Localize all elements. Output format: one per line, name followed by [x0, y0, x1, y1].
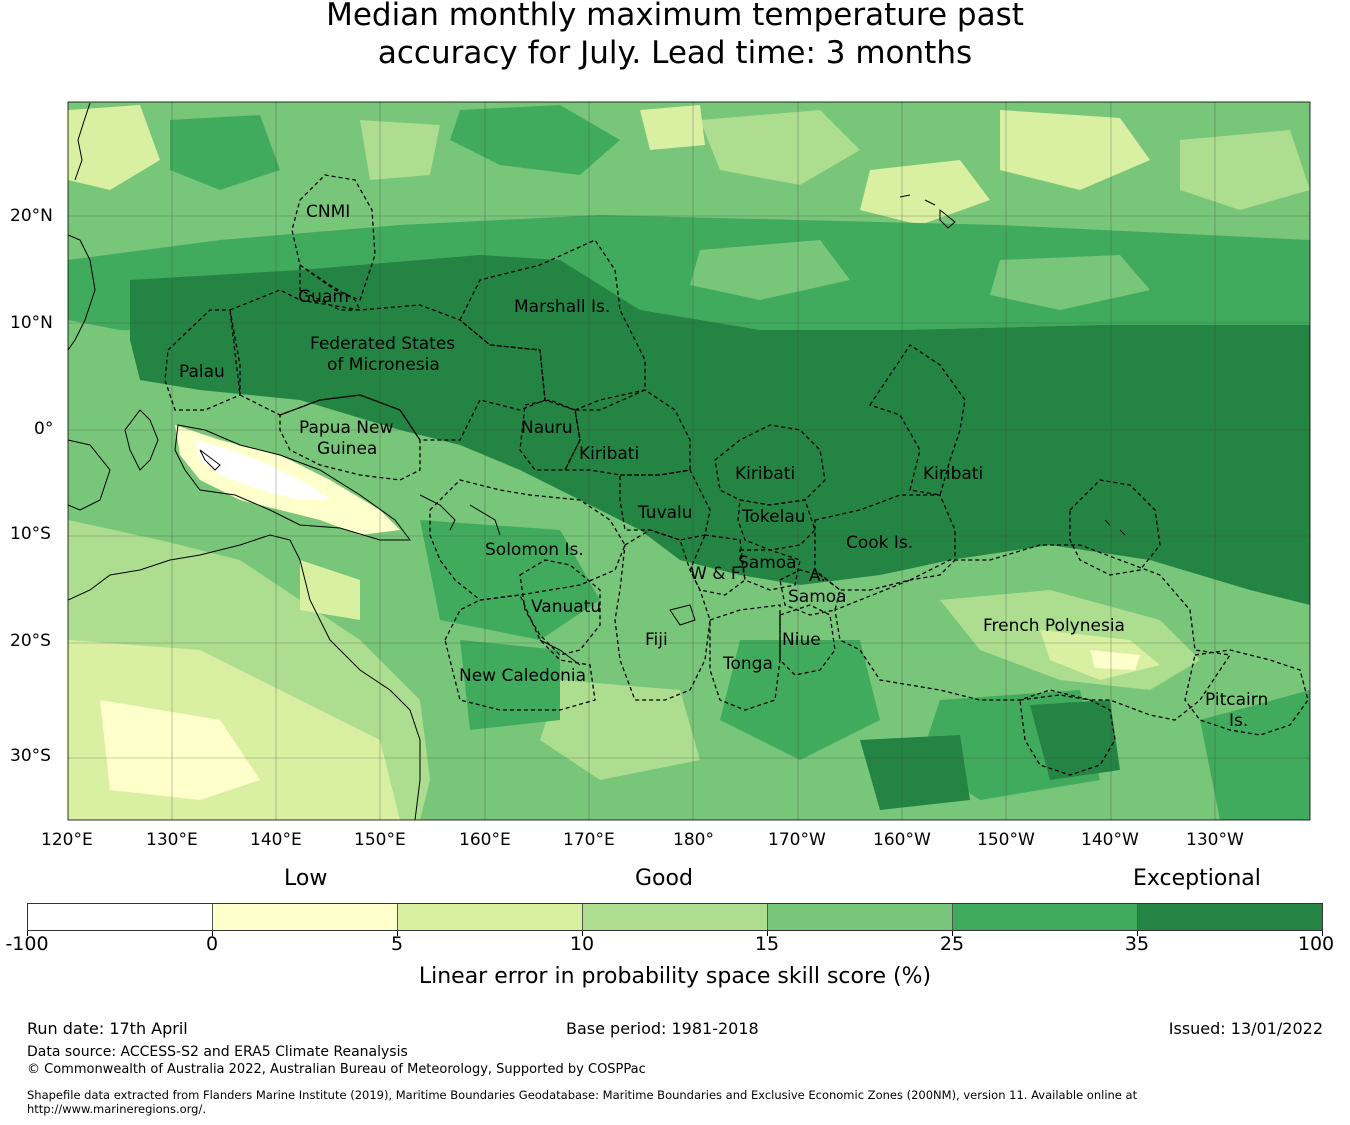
region-label-pitcairn-2: Is. — [1229, 711, 1249, 731]
region-label-tonga: Tonga — [723, 654, 773, 674]
colorbar-tick-label: 5 — [390, 933, 404, 955]
lon-label: 120°E — [41, 830, 93, 850]
lon-label: 170°E — [563, 830, 615, 850]
region-label-wf: W & F — [690, 564, 741, 584]
shapefile-credit: Shapefile data extracted from Flanders M… — [27, 1088, 1138, 1102]
title-line-2: accuracy for July. Lead time: 3 months — [377, 35, 973, 71]
region-label-kiribati-2: Kiribati — [735, 464, 796, 484]
region-label-marshall: Marshall Is. — [514, 297, 611, 317]
lat-label: 20°S — [10, 631, 51, 651]
lon-label: 160°W — [873, 830, 931, 850]
lon-label: 160°E — [459, 830, 511, 850]
map-title: Median monthly maximum temperature past … — [0, 0, 1350, 72]
lon-label: 130°E — [146, 830, 198, 850]
colorbar-tick-mark — [27, 931, 28, 936]
shapefile-url: http://www.marineregions.org/. — [27, 1102, 206, 1116]
colorbar-segment — [213, 904, 398, 930]
colorbar-word-good: Good — [635, 866, 693, 891]
colorbar-tick-label: 35 — [1124, 933, 1150, 955]
region-label-kiribati-3: Kiribati — [923, 464, 984, 484]
colorbar-tick-mark — [582, 931, 583, 936]
region-label-tuvalu: Tuvalu — [638, 503, 693, 523]
map — [67, 101, 1311, 821]
colorbar-word-exceptional: Exceptional — [1133, 866, 1261, 891]
region-label-cook: Cook Is. — [846, 533, 914, 553]
colorbar — [27, 903, 1323, 931]
title-line-1: Median monthly maximum temperature past — [326, 0, 1024, 33]
colorbar-tick-mark — [1137, 931, 1138, 936]
colorbar-segment — [398, 904, 583, 930]
colorbar-segment — [583, 904, 768, 930]
colorbar-tick-mark — [767, 931, 768, 936]
colorbar-tick-label: 100 — [1297, 933, 1335, 955]
eez-boundaries — [164, 174, 1309, 776]
region-label-tokelau: Tokelau — [742, 507, 806, 527]
region-label-cnmi: CNMI — [306, 202, 351, 222]
region-label-nauru: Nauru — [521, 418, 573, 438]
colorbar-tick-mark — [212, 931, 213, 936]
region-label-fsm-1: Federated States — [310, 334, 456, 354]
region-label-fsm-2: of Micronesia — [327, 355, 440, 375]
region-label-asamoa-a: A. — [809, 566, 826, 586]
lat-label: 0° — [34, 419, 54, 439]
colorbar-segment — [1138, 904, 1322, 930]
region-label-pitcairn-1: Pitcairn — [1205, 690, 1269, 710]
region-label-png-1: Papua New — [299, 418, 394, 438]
colorbar-tick-mark — [952, 931, 953, 936]
run-date: Run date: 17th April — [27, 1019, 188, 1038]
colorbar-axis-label: Linear error in probability space skill … — [418, 964, 932, 989]
lon-label: 170°W — [768, 830, 826, 850]
region-label-guam: Guam — [298, 287, 349, 307]
lon-label: 180° — [673, 830, 714, 850]
region-label-solomon: Solomon Is. — [485, 540, 584, 560]
region-label-fiji: Fiji — [645, 630, 668, 650]
lon-label: 150°E — [354, 830, 406, 850]
graticule — [68, 102, 1310, 820]
colorbar-tick-label: 25 — [939, 933, 965, 955]
colorbar-segment — [768, 904, 953, 930]
region-label-samoa: Samoa — [738, 553, 797, 573]
region-label-niue: Niue — [782, 630, 821, 650]
colorbar-segment — [28, 904, 213, 930]
lon-label: 130°W — [1186, 830, 1244, 850]
lon-label: 150°W — [977, 830, 1035, 850]
issued-date: Issued: 13/01/2022 — [1168, 1019, 1323, 1038]
lat-label: 20°N — [10, 206, 53, 226]
region-label-french-polynesia: French Polynesia — [983, 616, 1125, 636]
lon-label: 140°E — [250, 830, 302, 850]
region-label-new-caledonia: New Caledonia — [459, 666, 587, 686]
colorbar-tick-label: -100 — [5, 933, 49, 955]
lon-label: 140°W — [1081, 830, 1139, 850]
colorbar-tick-label: 0 — [205, 933, 219, 955]
colorbar-tick-label: 10 — [569, 933, 595, 955]
lat-label: 30°S — [10, 746, 51, 766]
region-label-asamoa: Samoa — [788, 587, 847, 607]
data-source: Data source: ACCESS-S2 and ERA5 Climate … — [27, 1044, 408, 1060]
colorbar-tick-label: 15 — [754, 933, 780, 955]
region-label-png-2: Guinea — [317, 439, 378, 459]
region-label-vanuatu: Vanuatu — [531, 597, 602, 617]
colorbar-tick-mark — [1322, 931, 1323, 936]
copyright: © Commonwealth of Australia 2022, Austra… — [27, 1062, 646, 1077]
region-label-palau: Palau — [179, 362, 225, 382]
region-label-kiribati-1: Kiribati — [579, 444, 640, 464]
lat-label: 10°N — [10, 313, 53, 333]
skill-field — [68, 102, 1310, 820]
colorbar-segment — [953, 904, 1138, 930]
colorbar-word-low: Low — [284, 866, 328, 891]
base-period: Base period: 1981-2018 — [566, 1019, 759, 1038]
colorbar-tick-mark — [397, 931, 398, 936]
lat-label: 10°S — [10, 524, 51, 544]
